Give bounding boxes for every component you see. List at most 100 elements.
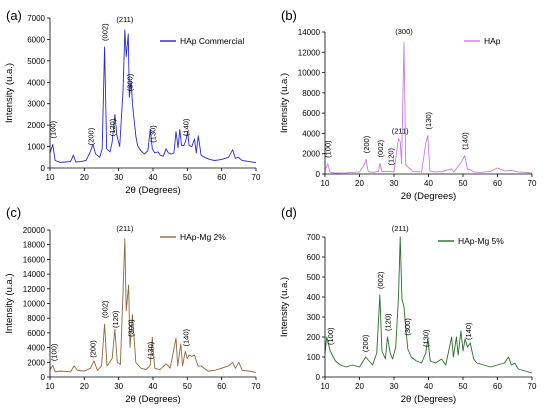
- y-tick-label: 8000: [302, 89, 320, 98]
- y-tick-label: 20000: [23, 226, 46, 235]
- legend: HAp Commercial: [160, 36, 244, 46]
- y-tick-label: 400: [307, 293, 321, 302]
- peak-annotation: (130): [424, 111, 433, 129]
- peak-annotation: (300): [395, 27, 413, 36]
- peak-annotation: (002): [376, 139, 385, 157]
- y-tick-label: 0: [41, 373, 46, 382]
- x-tick-label: 70: [528, 382, 537, 391]
- series-line: [49, 29, 257, 164]
- x-axis-label: 2θ (Degrees): [125, 394, 180, 405]
- y-tick-label: 2000: [27, 358, 45, 367]
- y-tick-label: 100: [307, 353, 321, 362]
- peak-annotation: (300): [126, 319, 135, 337]
- y-tick-label: 600: [307, 253, 321, 262]
- x-tick-label: 20: [355, 179, 364, 188]
- x-tick-label: 10: [321, 382, 330, 391]
- peak-annotation: (100): [49, 120, 58, 138]
- y-tick-label: 16000: [23, 255, 46, 264]
- peak-annotation: (120): [387, 147, 396, 165]
- peak-annotation: (211): [116, 15, 133, 24]
- y-tick-label: 14000: [298, 28, 321, 37]
- peak-annotation: (211): [392, 224, 409, 233]
- peak-annotation: (200): [362, 135, 371, 153]
- y-axis-label: Intensity (u.a.): [279, 277, 290, 337]
- y-tick-label: 300: [307, 313, 321, 322]
- x-tick-label: 30: [114, 382, 123, 391]
- chart-panel-b: (b) 10 20 30 40 50 60 70 0 2000 4000 6000 8000 10000 1…: [279, 8, 537, 202]
- peak-annotation: (300): [125, 73, 134, 91]
- y-tick-label: 2000: [302, 150, 320, 159]
- x-tick-label: 50: [459, 382, 468, 391]
- peak-annotation: (140): [461, 132, 470, 150]
- legend-label: HAp: [484, 36, 501, 46]
- y-tick-label: 700: [307, 233, 321, 242]
- x-tick-label: 20: [80, 382, 89, 391]
- y-axis-label: Intensity (u.a.): [4, 63, 15, 123]
- x-tick-label: 40: [424, 179, 433, 188]
- y-tick-label: 0: [41, 164, 46, 173]
- y-tick-label: 4000: [27, 78, 45, 87]
- y-tick-label: 3000: [27, 100, 45, 109]
- legend: HAp-Mg 2%: [160, 232, 226, 242]
- x-tick-label: 20: [355, 382, 364, 391]
- peak-annotation: (140): [181, 118, 190, 136]
- peak-annotation: (002): [101, 300, 110, 318]
- y-tick-label: 14000: [23, 270, 46, 279]
- y-tick-label: 4000: [27, 344, 45, 353]
- x-tick-label: 70: [528, 179, 537, 188]
- y-axis-label: Intensity (u.a.): [4, 273, 15, 333]
- peak-annotation: (300): [403, 318, 412, 336]
- x-tick-label: 40: [149, 173, 158, 182]
- x-tick-label: 40: [149, 382, 158, 391]
- y-tick-label: 5000: [27, 57, 45, 66]
- y-tick-label: 12000: [23, 285, 46, 294]
- peak-annotation: (100): [326, 327, 335, 345]
- panel-label: (b): [281, 8, 297, 23]
- x-tick-label: 60: [493, 179, 502, 188]
- y-tick-label: 200: [307, 333, 321, 342]
- x-axis-label: 2θ (Degrees): [125, 185, 180, 196]
- peak-annotation: (200): [89, 340, 98, 358]
- x-axis-label: 2θ (Degrees): [401, 394, 456, 405]
- peak-annotation: (200): [361, 334, 370, 352]
- peak-annotation: (130): [422, 329, 431, 347]
- x-tick-label: 40: [424, 382, 433, 391]
- x-tick-label: 60: [217, 382, 226, 391]
- y-axis-label: Intensity (u.a.): [279, 73, 290, 133]
- chart-panel-a: (a) 10 20 30 40 50 60 70 0 1000 2000 3000 4000 5000 60…: [4, 8, 261, 196]
- x-tick-label: 50: [183, 382, 192, 391]
- peak-annotation: (120): [383, 313, 392, 331]
- peak-annotation: (140): [464, 322, 473, 340]
- x-tick-label: 10: [321, 179, 330, 188]
- x-tick-label: 60: [217, 173, 226, 182]
- x-tick-label: 70: [252, 173, 261, 182]
- peak-annotation: (100): [324, 140, 333, 158]
- x-tick-label: 10: [46, 173, 55, 182]
- y-tick-label: 10000: [23, 300, 46, 309]
- peak-annotation: (140): [182, 328, 191, 346]
- x-tick-label: 70: [252, 382, 261, 391]
- peak-annotation: (211): [392, 127, 409, 136]
- panel-label: (d): [281, 205, 297, 220]
- peak-annotation: (100): [49, 343, 58, 361]
- x-tick-label: 30: [390, 382, 399, 391]
- y-tick-label: 6000: [302, 109, 320, 118]
- x-tick-label: 20: [80, 173, 89, 182]
- y-tick-label: 8000: [27, 314, 45, 323]
- peak-annotation: (211): [116, 224, 133, 233]
- peak-annotation: (200): [87, 127, 96, 145]
- y-tick-label: 10000: [298, 69, 321, 78]
- x-axis-label: 2θ (Degrees): [401, 191, 456, 202]
- panel-label: (a): [6, 8, 22, 23]
- y-tick-label: 4000: [302, 129, 320, 138]
- y-tick-label: 500: [307, 273, 321, 282]
- y-tick-label: 0: [316, 170, 321, 179]
- peak-annotation: (130): [146, 341, 155, 359]
- panel-label: (c): [6, 205, 21, 220]
- legend: HAp: [464, 36, 501, 46]
- y-tick-label: 18000: [23, 241, 46, 250]
- chart-panel-d: (d)10 20 30 40 50 60 7001002003004005006007002…: [279, 205, 537, 405]
- x-tick-label: 30: [390, 179, 399, 188]
- x-tick-label: 60: [493, 382, 502, 391]
